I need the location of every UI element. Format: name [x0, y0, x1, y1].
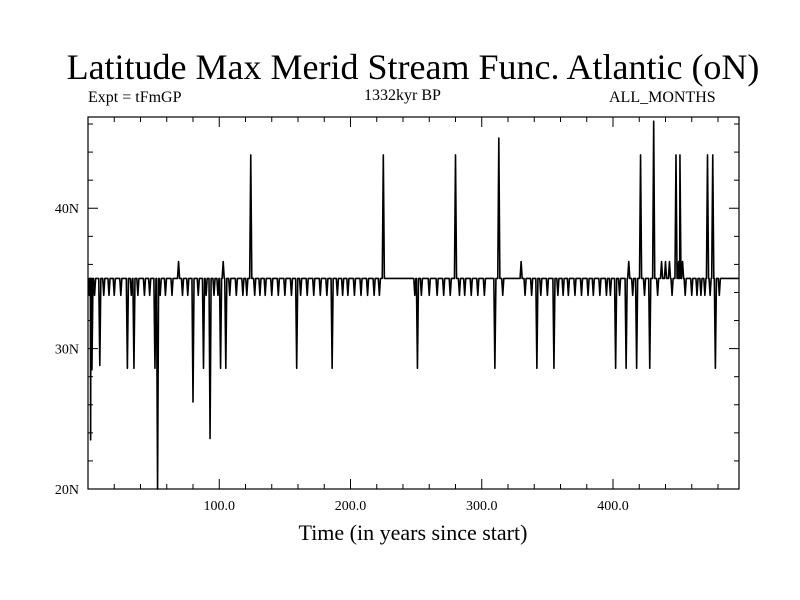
- experiment-label: Expt = tFmGP: [88, 89, 182, 106]
- y-tick-label: 20N: [55, 483, 79, 498]
- months-label: ALL_MONTHS: [609, 89, 716, 106]
- x-axis-label: Time (in years since start): [298, 520, 528, 545]
- period-label: 1332kyr BP: [364, 87, 441, 104]
- plot-frame: [87, 116, 740, 490]
- axis-ticks: [88, 117, 739, 489]
- x-tick-label: 400.0: [597, 499, 629, 514]
- x-tick-label: 100.0: [204, 499, 236, 514]
- x-tick-label: 200.0: [335, 499, 367, 514]
- axis-tick-labels: 100.0 200.0 300.0 400.0 20N 30N 40N: [55, 202, 629, 514]
- y-tick-label: 40N: [55, 202, 79, 217]
- chart-title: Latitude Max Merid Stream Func. Atlantic…: [66, 47, 760, 87]
- x-tick-label: 300.0: [466, 499, 498, 514]
- series-line: [87, 120, 739, 490]
- y-tick-label: 30N: [55, 343, 79, 358]
